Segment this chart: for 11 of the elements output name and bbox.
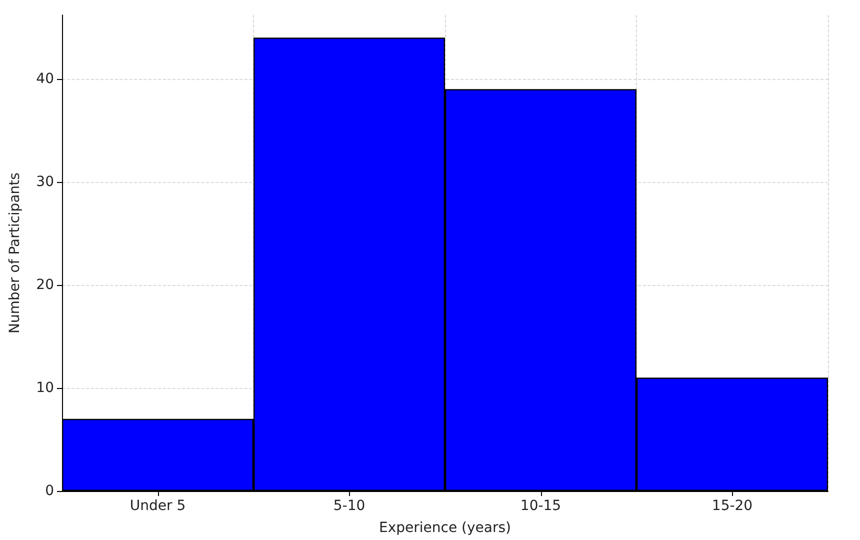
x-tick-label: 5-10 <box>333 498 366 514</box>
x-tick-label: 10-15 <box>520 498 562 514</box>
x-tick-label: Under 5 <box>130 498 186 514</box>
y-tick-label: 30 <box>36 174 54 190</box>
y-tick-label: 0 <box>45 483 54 499</box>
y-tick-label: 10 <box>36 380 54 396</box>
y-tick-label: 40 <box>36 70 54 87</box>
x-tick-label: 15-20 <box>712 498 753 514</box>
y-axis-title: Number of Participants <box>7 172 23 334</box>
y-tick-label: 20 <box>36 276 54 293</box>
x-axis-title: Experience (years) <box>379 520 511 536</box>
